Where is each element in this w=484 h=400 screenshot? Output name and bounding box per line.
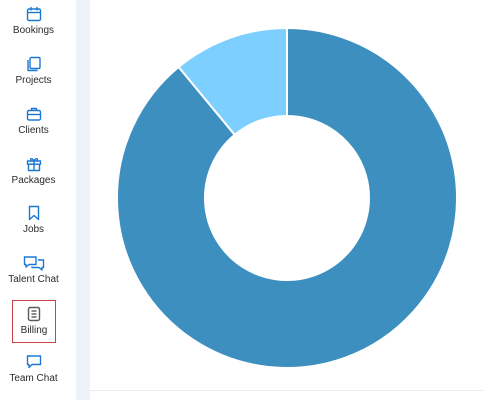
sidebar-item-bookings[interactable]: Bookings <box>0 0 67 46</box>
sidebar-item-label: Clients <box>18 125 49 136</box>
sidebar-item-packages[interactable]: Packages <box>0 150 67 196</box>
gift-icon <box>26 156 42 172</box>
chat-bubbles-icon <box>23 255 45 271</box>
sidebar-item-talent-chat[interactable]: Talent Chat <box>0 249 67 295</box>
sidebar-item-team-chat[interactable]: Team Chat <box>0 348 67 394</box>
briefcase-icon <box>26 106 42 122</box>
sidebar-item-billing[interactable]: Billing <box>12 300 56 343</box>
chat-icon <box>26 354 42 370</box>
sidebar-item-label: Billing <box>20 325 48 336</box>
donut-chart <box>116 26 458 369</box>
sidebar-item-label: Packages <box>11 175 56 186</box>
sidebar-item-clients[interactable]: Clients <box>0 100 67 146</box>
sidebar-item-label: Projects <box>15 75 52 86</box>
sidebar-item-jobs[interactable]: Jobs <box>0 199 67 245</box>
content-divider <box>76 0 90 400</box>
calendar-icon <box>26 6 42 22</box>
sidebar-item-label: Bookings <box>12 25 55 36</box>
sidebar-item-label: Talent Chat <box>8 274 59 285</box>
bookmark-icon <box>26 205 42 221</box>
billing-icon <box>26 306 42 322</box>
sidebar-item-label: Jobs <box>22 224 45 235</box>
sidebar-item-label: Team Chat <box>9 373 58 384</box>
sidebar: Bookings Projects Clients <box>0 0 67 400</box>
content-bottom-border <box>90 390 484 391</box>
projects-icon <box>26 56 42 72</box>
sidebar-item-projects[interactable]: Projects <box>0 50 67 96</box>
main-content <box>90 0 484 390</box>
donut-slice-0[interactable] <box>116 26 458 369</box>
donut-slice-1[interactable] <box>177 26 288 137</box>
